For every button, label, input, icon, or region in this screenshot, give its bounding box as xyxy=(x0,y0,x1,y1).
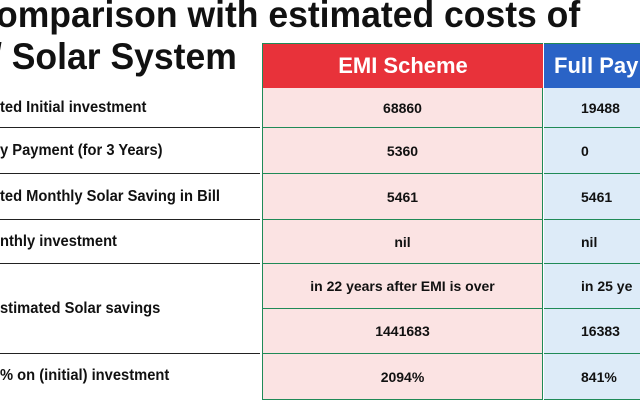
full-payment-header: Full Pay xyxy=(544,43,640,88)
row-label-monthly-payment: y Payment (for 3 Years) xyxy=(0,128,260,174)
emi-monthly-saving: 5461 xyxy=(262,174,543,220)
full-monthly-saving: 5461 xyxy=(544,174,640,220)
row-label-text: stimated Solar savings xyxy=(0,299,161,317)
full-monthly-payment: 0 xyxy=(544,128,640,174)
full-initial-investment: 19488 xyxy=(544,88,640,128)
full-monthly-investment: nil xyxy=(544,220,640,264)
full-savings-period: in 25 ye xyxy=(544,264,640,309)
row-label-text: ted Initial investment xyxy=(0,98,147,116)
full-solar-savings: 16383 xyxy=(544,309,640,354)
row-label-text: % on (initial) investment xyxy=(0,367,170,384)
row-label-roi: % on (initial) investment xyxy=(0,354,260,398)
row-label-text: nthly investment xyxy=(0,232,117,250)
full-roi: 841% xyxy=(544,354,640,400)
emi-roi: 2094% xyxy=(262,354,543,400)
row-label-initial-investment: ted Initial investment xyxy=(0,88,260,128)
emi-scheme-header: EMI Scheme xyxy=(262,43,543,88)
row-label-monthly-saving: ted Monthly Solar Saving in Bill xyxy=(0,174,260,220)
emi-monthly-investment: nil xyxy=(262,220,543,264)
title-line-2: / Solar System xyxy=(0,36,237,77)
emi-monthly-payment: 5360 xyxy=(262,128,543,174)
emi-savings-period: in 22 years after EMI is over xyxy=(262,264,543,309)
row-label-monthly-investment: nthly investment xyxy=(0,220,260,264)
emi-initial-investment: 68860 xyxy=(262,88,543,128)
row-label-text: y Payment (for 3 Years) xyxy=(0,141,163,159)
emi-solar-savings: 1441683 xyxy=(262,309,543,354)
title-line-1: omparison with estimated costs of xyxy=(0,0,581,35)
row-label-solar-savings: stimated Solar savings xyxy=(0,264,260,354)
row-label-text: ted Monthly Solar Saving in Bill xyxy=(0,187,221,205)
